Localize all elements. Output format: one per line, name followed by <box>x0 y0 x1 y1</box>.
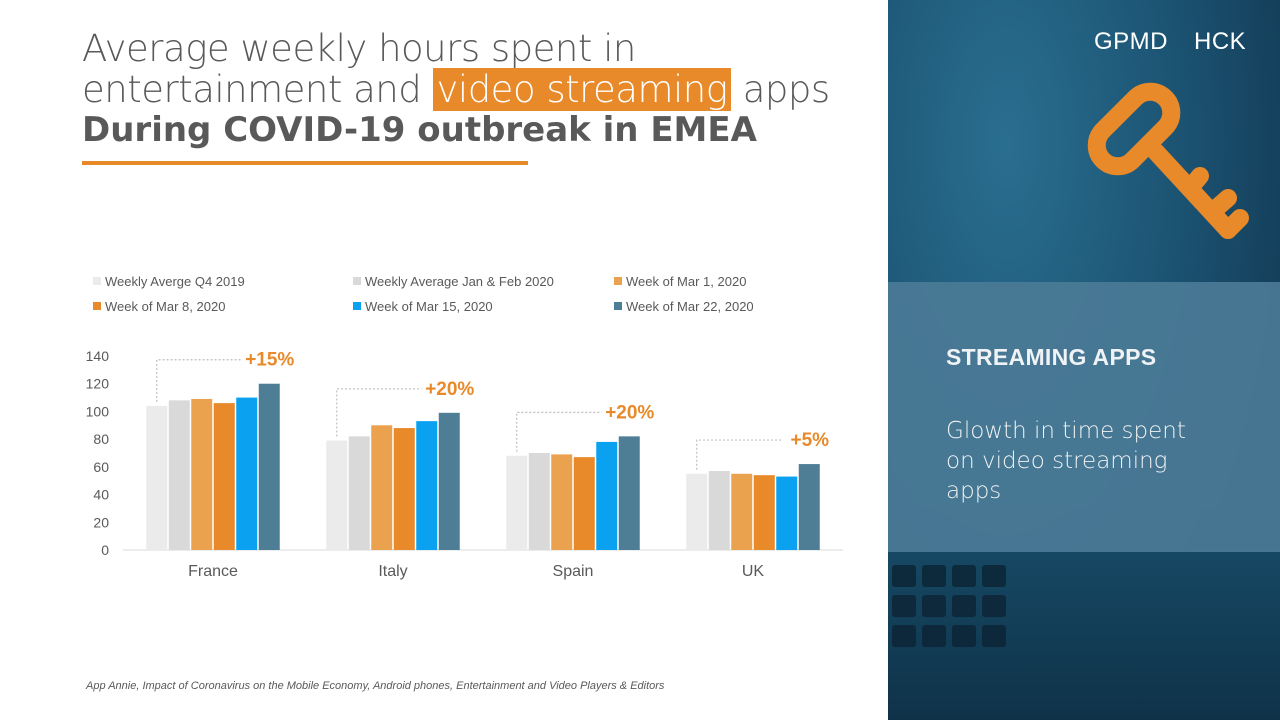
annotation-bracket <box>336 388 422 437</box>
legend-label: Weekly Average Jan & Feb 2020 <box>365 274 554 289</box>
bar <box>776 476 798 550</box>
annotation-bracket <box>696 439 782 470</box>
y-tick-label: 100 <box>86 403 110 419</box>
bar <box>506 455 528 550</box>
annotation-bracket <box>516 411 602 452</box>
legend-swatch <box>93 277 101 285</box>
title-line-2-pre: entertainment and <box>82 68 433 111</box>
bar <box>236 397 258 550</box>
x-tick-label: Spain <box>553 563 594 580</box>
growth-annotation: +5% <box>790 430 829 451</box>
bar <box>438 412 460 550</box>
key-icon <box>1087 82 1249 239</box>
bar <box>798 464 820 550</box>
info-panel: STREAMING APPS Glowth in time spent on v… <box>888 282 1280 552</box>
bar <box>596 441 618 550</box>
panel-text: Glowth in time spent on video streaming … <box>946 418 1186 504</box>
y-tick-label: 140 <box>86 348 110 364</box>
title-line-1: Average weekly hours spent in <box>82 27 636 70</box>
legend-label: Weekly Averge Q4 2019 <box>105 274 245 289</box>
keyboard-image <box>892 565 1006 647</box>
growth-annotation: +20% <box>605 402 654 423</box>
growth-annotation: +20% <box>425 379 474 400</box>
brand-hck: HCK <box>1194 28 1247 55</box>
legend-swatch <box>614 302 622 310</box>
panel-title: STREAMING APPS <box>946 344 1157 370</box>
bar <box>416 421 438 550</box>
title-line-3: During COVID-19 outbreak in EMEA <box>82 110 757 150</box>
legend-label: Week of Mar 22, 2020 <box>626 299 754 314</box>
legend-swatch <box>614 277 622 285</box>
bar <box>618 436 640 550</box>
y-tick-label: 60 <box>93 459 109 475</box>
legend-label: Week of Mar 15, 2020 <box>365 299 493 314</box>
y-tick-label: 120 <box>86 376 110 392</box>
bar <box>731 473 753 550</box>
bar <box>393 428 415 550</box>
bar <box>191 398 213 550</box>
legend-swatch <box>353 277 361 285</box>
brand-gpmd: GPMD <box>1094 28 1168 55</box>
bar <box>326 440 348 550</box>
slide-title: Average weekly hours spent in entertainm… <box>82 28 882 150</box>
legend-label: Week of Mar 8, 2020 <box>105 299 225 314</box>
bar <box>686 473 708 550</box>
side-panel-background: GPMD HCK STREAMING APPS Glowth in time s… <box>888 0 1280 720</box>
title-underline <box>82 161 528 165</box>
bar <box>551 454 573 550</box>
bar <box>573 457 595 550</box>
title-line-2-post: apps <box>731 68 830 111</box>
y-tick-label: 0 <box>101 542 109 558</box>
x-tick-label: Italy <box>378 563 407 580</box>
bar-chart: Weekly Averge Q4 2019 Weekly Average Jan … <box>86 274 843 580</box>
bar <box>371 425 393 550</box>
y-tick-label: 20 <box>93 514 109 530</box>
legend-label: Week of Mar 1, 2020 <box>626 274 746 289</box>
bar <box>708 471 730 550</box>
bar <box>146 405 168 550</box>
y-tick-label: 40 <box>93 487 109 503</box>
growth-annotation: +15% <box>245 350 294 371</box>
bar <box>213 403 235 550</box>
bar <box>528 453 550 550</box>
title-highlight: video streaming <box>432 68 732 111</box>
annotation-bracket <box>156 359 242 402</box>
source-note: App Annie, Impact of Coronavirus on the … <box>86 680 665 692</box>
bar <box>348 436 370 550</box>
y-tick-label: 80 <box>93 431 109 447</box>
legend-swatch <box>353 302 361 310</box>
bar <box>753 475 775 550</box>
x-tick-label: UK <box>742 563 765 580</box>
bar <box>258 383 280 550</box>
legend-swatch <box>93 302 101 310</box>
title-line-2: entertainment and video streaming apps <box>82 68 882 111</box>
x-tick-label: France <box>188 563 238 580</box>
bar <box>168 400 190 550</box>
